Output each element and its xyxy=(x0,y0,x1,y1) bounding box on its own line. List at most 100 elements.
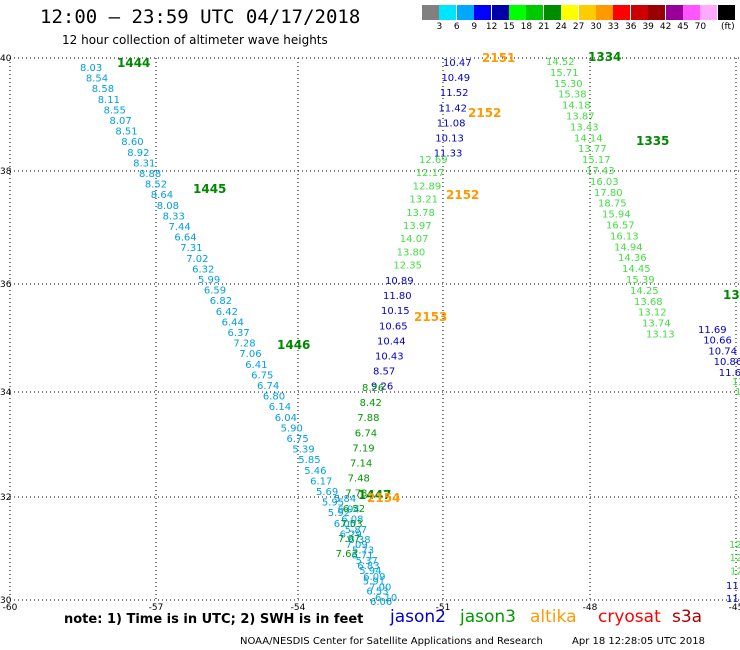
wave-height-value: 11.52 xyxy=(440,88,469,99)
wave-height-value: 8.26 xyxy=(362,383,384,394)
wave-height-value: 6.32 xyxy=(192,264,214,275)
wave-height-value: 10.13 xyxy=(435,134,464,145)
wave-height-value: 6.04 xyxy=(275,413,297,424)
legend-label: 27 xyxy=(572,22,585,32)
wave-height-value: 6.74 xyxy=(257,381,279,392)
wave-height-value: 6.09 xyxy=(363,572,385,583)
wave-height-value: 10.44 xyxy=(377,336,406,347)
pass-time-label: 2153 xyxy=(414,310,447,324)
wave-height-value: 14.14 xyxy=(574,133,603,144)
wave-height-value: 11 xyxy=(726,594,739,605)
legend-swatch xyxy=(700,5,718,20)
wave-height-value: 6.80 xyxy=(263,392,285,403)
credit-text: NOAA/NESDIS Center for Satellite Applica… xyxy=(240,636,543,647)
wave-height-value: 13.97 xyxy=(403,221,432,232)
wave-height-value: 6.75 xyxy=(251,370,273,381)
wave-height-value: 11.80 xyxy=(383,291,412,302)
legend-label: 42 xyxy=(659,22,672,32)
wave-height-value: 6.94 xyxy=(338,504,360,515)
wave-height-value: 8.54 xyxy=(86,74,108,85)
wave-height-value: 6.37 xyxy=(228,328,250,339)
wave-height-value: 7.02 xyxy=(186,254,208,265)
wave-height-value: 8.42 xyxy=(360,398,382,409)
legend-label: 33 xyxy=(607,22,620,32)
pass-time-label: 1445 xyxy=(193,182,226,196)
wave-height-value: 12 xyxy=(730,553,740,564)
legend-swatch xyxy=(665,5,683,20)
wave-height-value: 15.30 xyxy=(554,79,583,90)
wave-height-value: 6.44 xyxy=(222,317,244,328)
wave-height-value: 6.75 xyxy=(287,434,309,445)
legend-swatch xyxy=(648,5,666,20)
legend-label: 36 xyxy=(625,22,637,32)
wave-height-value: 6.59 xyxy=(204,286,226,297)
wave-height-value: 7.63 xyxy=(336,549,358,560)
wave-height-value: 10.74 xyxy=(708,346,737,357)
wave-height-value: 10.86 xyxy=(714,357,740,368)
wave-height-value: 7.28 xyxy=(233,339,255,350)
satellite-jason3: jason3 xyxy=(460,607,516,627)
legend-label: 3 xyxy=(436,22,443,32)
wave-height-value: 16.03 xyxy=(590,177,619,188)
pass-time-label: 1444 xyxy=(117,56,150,70)
wave-height-value: 9.26 xyxy=(371,382,393,393)
pass-time-label: 13 xyxy=(723,288,740,302)
lat-tick-label: 34 xyxy=(0,388,12,398)
wave-height-value: 8.58 xyxy=(92,84,114,95)
wave-height-value: 14.94 xyxy=(614,242,643,253)
wave-height-value: 15.17 xyxy=(582,155,611,166)
wave-height-value: 8.08 xyxy=(157,201,179,212)
pass-time-label: 1447 xyxy=(358,488,391,502)
legend-label: 15 xyxy=(503,22,515,32)
wave-height-value: 8.57 xyxy=(373,367,395,378)
pass-time-label: 2152 xyxy=(468,106,501,120)
wave-height-value: 8.52 xyxy=(145,180,167,191)
wave-height-value: 6.05 xyxy=(334,519,356,530)
pass-time-label: 2151 xyxy=(482,51,515,65)
wave-height-value: 6.17 xyxy=(310,476,332,487)
pass-time-label: 1335 xyxy=(636,134,669,148)
wave-height-value: 6.08 xyxy=(341,515,363,526)
lon-tick-label: -54 xyxy=(291,603,306,610)
legend-swatch xyxy=(491,5,509,20)
wave-height-value: 8.55 xyxy=(104,105,126,116)
legend-swatch xyxy=(630,5,648,20)
pass-time-label: 2154 xyxy=(367,491,400,505)
wave-height-value: 6.71 xyxy=(351,551,373,562)
wave-height-value: 14.52 xyxy=(546,57,575,68)
wave-height-value: 7.09 xyxy=(346,540,368,551)
footer-note: note: 1) Time is in UTC; 2) SWH is in fe… xyxy=(64,612,364,627)
legend-unit: (ft) xyxy=(721,22,735,32)
wave-height-value: 17.80 xyxy=(594,188,623,199)
wave-height-value: 13.43 xyxy=(570,122,599,133)
page-title: 12:00 – 23:59 UTC 04/17/2018 xyxy=(40,6,361,28)
wave-height-value: 11 xyxy=(726,581,739,592)
legend-swatch xyxy=(683,5,700,20)
legend-label: 21 xyxy=(538,22,550,32)
legend-swatch xyxy=(578,5,596,20)
wave-height-value: 16.13 xyxy=(610,231,639,242)
wave-height-value: 10.65 xyxy=(379,321,408,332)
lat-tick-label: 32 xyxy=(0,493,11,503)
wave-height-value: 11.69 xyxy=(698,325,727,336)
wave-height-value: 7.07 xyxy=(338,534,360,545)
wave-height-value: 13.74 xyxy=(642,319,671,330)
legend-label: 12 xyxy=(485,22,498,32)
wave-height-value: 8.64 xyxy=(151,190,173,201)
wave-height-value: 14.07 xyxy=(400,234,429,245)
wave-height-value: 12 xyxy=(729,540,740,551)
wave-height-value: 5.37 xyxy=(356,556,378,567)
wave-height-value: 5.87 xyxy=(345,525,367,536)
wave-height-value: 15.39 xyxy=(626,275,655,286)
legend-swatch xyxy=(613,5,631,20)
map-grid xyxy=(9,57,740,601)
wave-height-value: 8.07 xyxy=(110,116,132,127)
wave-height-value: 16.57 xyxy=(606,221,635,232)
wave-height-value: 8.88 xyxy=(139,169,161,180)
wave-height-value: 5.91 xyxy=(363,576,385,587)
wave-height-value: 13.80 xyxy=(397,247,426,258)
wave-height-value: 12.89 xyxy=(413,181,442,192)
wave-height-value: 14.25 xyxy=(630,286,659,297)
wave-height-value: 10.49 xyxy=(441,73,470,84)
wave-height-value: 13 xyxy=(735,387,740,398)
